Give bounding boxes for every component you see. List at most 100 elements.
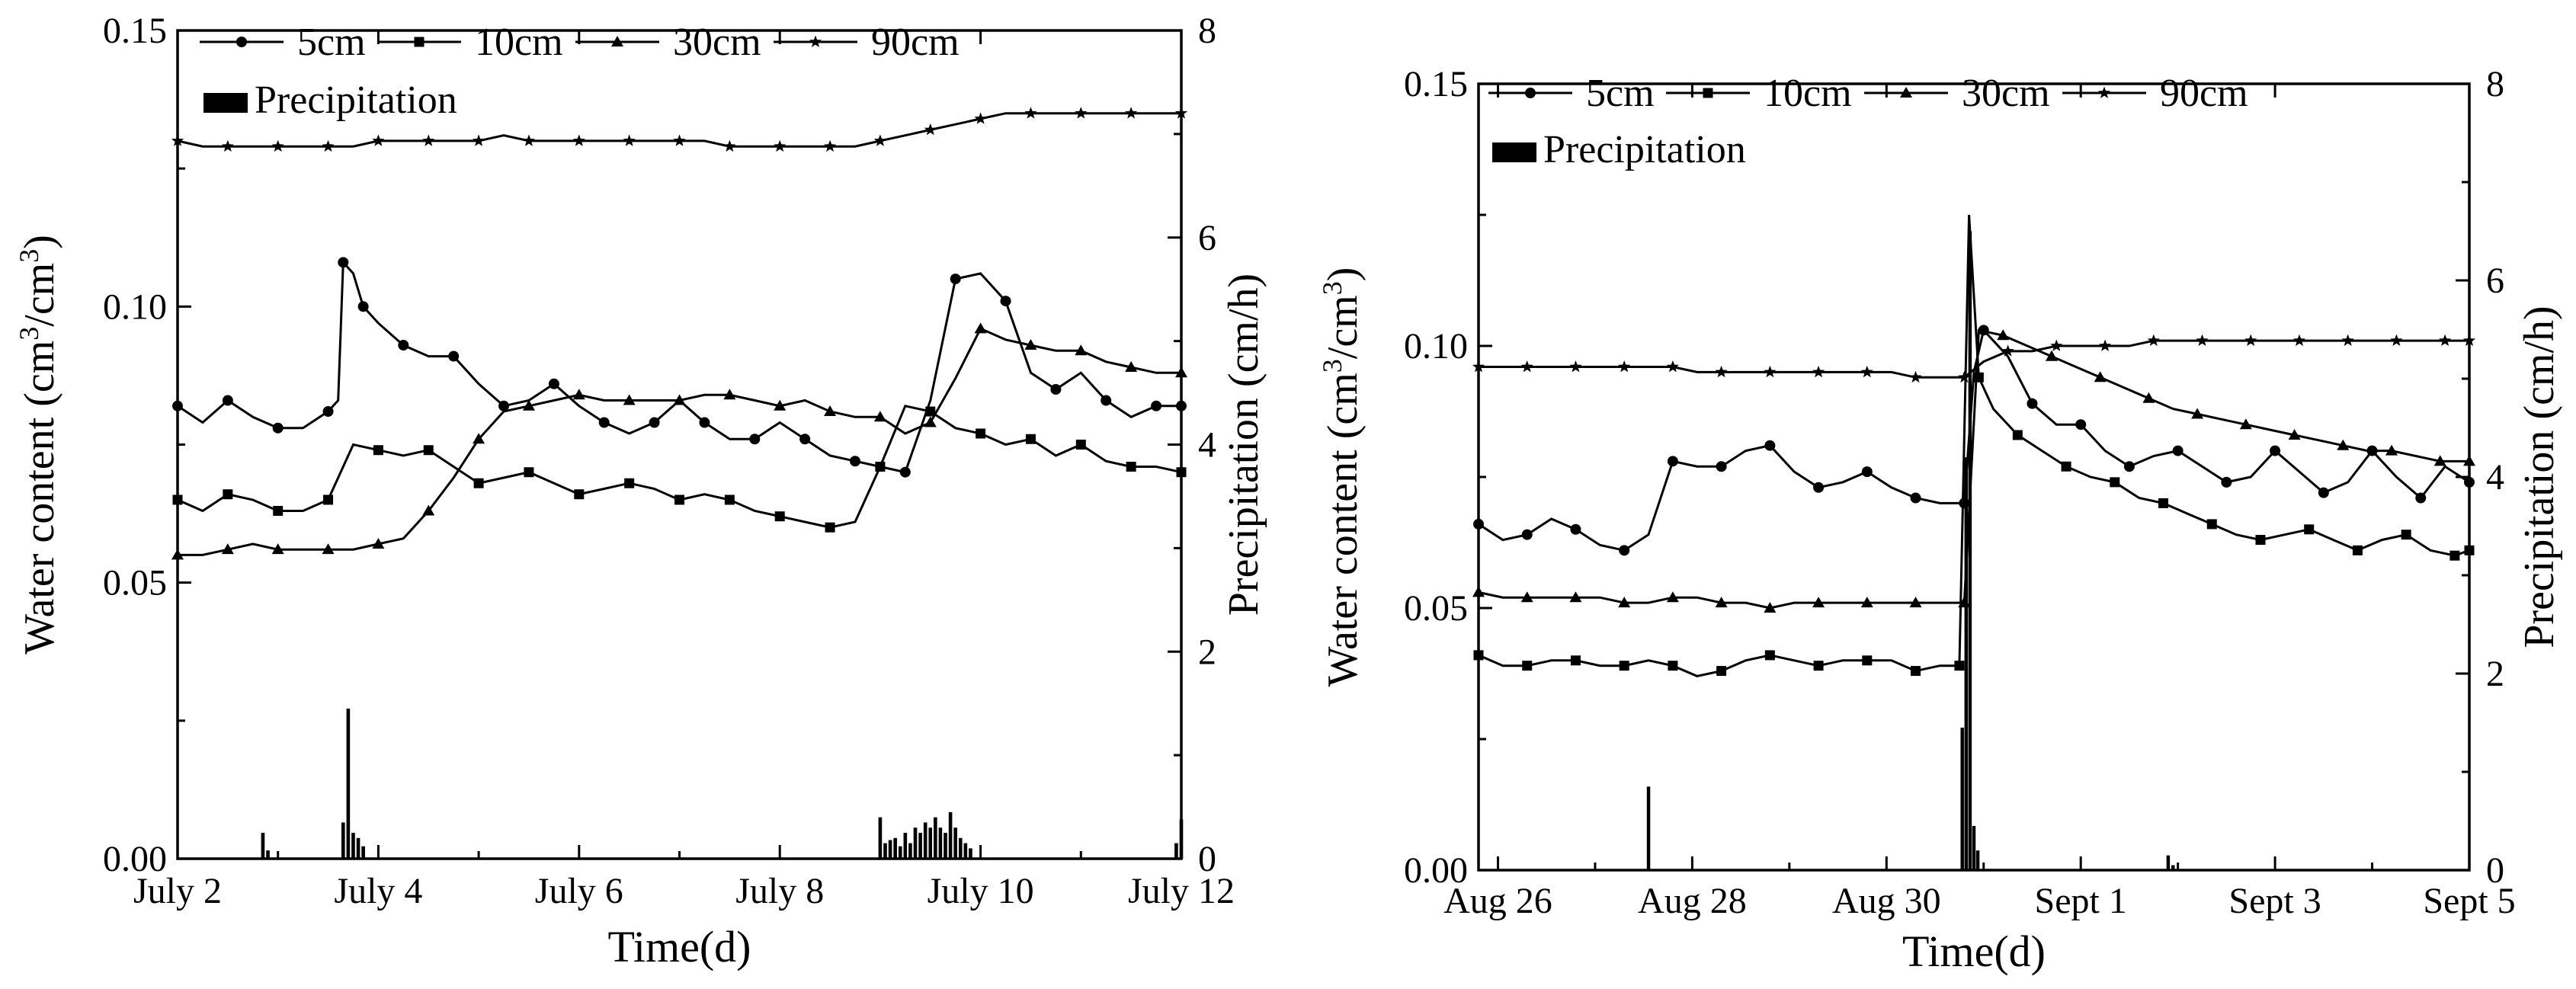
y2-tick-label: 4 <box>2486 457 2504 498</box>
data-point-90cm <box>1125 107 1138 119</box>
x-tick-label: Sept 1 <box>2035 881 2127 921</box>
data-point-10cm <box>1522 661 1533 671</box>
data-point-10cm <box>1954 661 1965 671</box>
data-point-30cm <box>673 394 686 405</box>
data-point-10cm <box>825 522 835 533</box>
x-axis: Aug 26 Aug 28 Aug 30 Sept 1 Sept 3 Sept 5 <box>1443 84 2516 921</box>
x-axis: July 2 July 4 July 6 July 8 July 10 July 12 <box>133 30 1235 911</box>
data-point-10cm <box>2352 545 2363 555</box>
data-point-90cm <box>824 139 837 152</box>
data-point-5cm <box>749 434 761 445</box>
precipitation-bar <box>1975 850 1980 870</box>
y-tick-label: 0.10 <box>103 286 167 327</box>
series-10cm <box>1473 214 2475 677</box>
x-tick-label: July 6 <box>535 871 623 911</box>
x-tick-label: Aug 30 <box>1832 881 1941 921</box>
data-point-30cm <box>623 394 636 405</box>
precipitation-bars <box>261 708 1184 859</box>
y-axis-title-part: /cm <box>16 263 63 327</box>
y2-tick-label: 8 <box>1198 11 1216 51</box>
y2-tick-label: 4 <box>1198 425 1216 466</box>
series-90cm <box>171 107 1188 152</box>
legend: 5cm 10cm 30cm 90cm Precipitation <box>1488 72 2248 171</box>
legend-marker <box>1900 87 1912 98</box>
legend-label: 10cm <box>475 21 563 64</box>
data-point-90cm <box>723 139 736 152</box>
data-point-30cm <box>1618 597 1631 608</box>
data-point-30cm <box>422 504 435 516</box>
data-point-90cm <box>1075 107 1088 119</box>
data-point-5cm <box>548 378 559 389</box>
data-point-90cm <box>1618 360 1631 373</box>
data-point-30cm <box>1997 329 2010 341</box>
precipitation-bar <box>878 817 883 859</box>
data-point-90cm <box>2196 334 2209 346</box>
precipitation-bar <box>1174 843 1178 859</box>
legend-label: 5cm <box>1586 72 1655 115</box>
data-point-30cm <box>824 405 837 417</box>
data-point-30cm <box>2433 455 2446 466</box>
precipitation-bar <box>341 822 345 859</box>
data-point-10cm <box>674 494 684 505</box>
precipitation-bar <box>346 708 351 859</box>
data-point-90cm <box>774 139 787 152</box>
y-axis-title-part: ) <box>1319 267 1366 282</box>
precipitation-bar <box>923 822 928 859</box>
data-point-90cm <box>2292 334 2305 346</box>
data-point-5cm <box>2415 492 2427 504</box>
data-point-5cm <box>338 257 349 268</box>
precipitation-bar <box>963 843 968 859</box>
y-axis-title-part: Water content (cm <box>16 341 63 655</box>
legend-precip-label: Precipitation <box>1543 128 1746 171</box>
y-axis-title-part: ) <box>16 235 63 249</box>
data-point-30cm <box>1860 597 1873 608</box>
data-point-5cm <box>2027 398 2038 409</box>
precipitation-bar <box>934 817 937 859</box>
series-line-5cm <box>1478 328 2470 552</box>
data-point-30cm <box>2385 444 2398 456</box>
y2-tick-label: 0 <box>2486 850 2504 891</box>
data-point-30cm <box>1764 602 1777 613</box>
y2-axis-title: Precipitation (cm/h) <box>2516 306 2563 648</box>
legend-precip-swatch <box>203 93 248 113</box>
data-point-30cm <box>1666 591 1679 603</box>
data-point-90cm <box>1764 365 1777 378</box>
data-point-10cm <box>223 489 233 500</box>
y-axis: 0.00 0.05 0.10 0.15 <box>103 11 191 879</box>
data-point-30cm <box>372 537 385 549</box>
legend-label: 10cm <box>1764 72 1852 115</box>
legend-precip-swatch <box>1492 142 1536 162</box>
precipitation-bar <box>1972 825 1976 870</box>
series-line-90cm <box>1479 339 2469 379</box>
precipitation-bar <box>261 833 265 859</box>
data-point-90cm <box>623 134 636 146</box>
precipitation-bar <box>1964 457 1969 870</box>
data-point-30cm <box>2142 392 2155 403</box>
y2-axis: 0 2 4 6 8 <box>2456 64 2504 891</box>
data-point-90cm <box>473 134 485 146</box>
precipitation-bar <box>903 833 908 859</box>
data-point-90cm <box>1520 360 1533 373</box>
precipitation-bar <box>948 811 953 859</box>
data-point-90cm <box>2147 334 2160 346</box>
legend-precip-label: Precipitation <box>255 78 457 122</box>
data-point-30cm <box>1958 597 1971 608</box>
legend-marker <box>611 36 623 46</box>
data-point-90cm <box>522 134 535 146</box>
data-point-90cm <box>2390 334 2403 346</box>
y2-axis: 0 2 4 6 8 <box>1168 11 1216 879</box>
x-tick-label: Aug 26 <box>1443 881 1552 921</box>
left-chart-panel: July 2 July 4 July 6 July 8 July 10 July 12 0.… <box>14 11 1267 971</box>
data-point-30cm <box>2191 408 2204 419</box>
data-point-90cm <box>673 134 686 146</box>
data-point-5cm <box>222 395 233 406</box>
data-point-5cm <box>849 456 860 467</box>
precipitation-bar <box>958 837 963 859</box>
precipitation-bar <box>908 843 912 859</box>
data-point-10cm <box>2449 550 2460 561</box>
data-point-90cm <box>2099 339 2112 351</box>
data-point-5cm <box>799 434 811 445</box>
data-point-10cm <box>1075 440 1086 450</box>
data-point-90cm <box>974 112 987 124</box>
